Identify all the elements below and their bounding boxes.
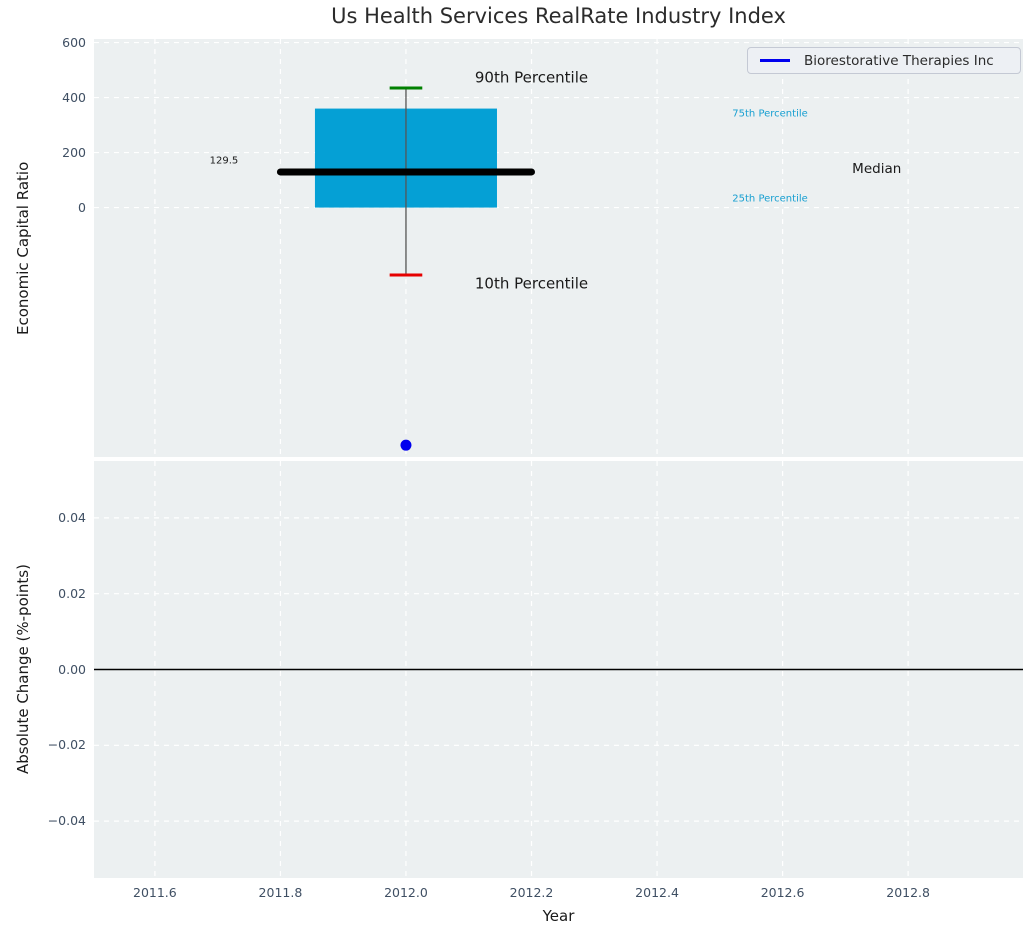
y-tick-label: 400 (62, 89, 86, 105)
x-tick-label: 2012.6 (760, 885, 805, 900)
y-tick-label: 200 (62, 144, 86, 160)
bottom-panel-plot-area (94, 461, 1023, 878)
axes-absolute-change (94, 461, 1023, 878)
y-tick-label: 0.00 (58, 661, 86, 677)
x-tick-label: 2012.4 (635, 885, 679, 900)
y-tick-label: 0 (78, 199, 86, 215)
axes-economic-capital-ratio (94, 39, 1023, 457)
y-tick-label: 0.04 (58, 509, 86, 525)
legend-line-swatch (760, 59, 790, 62)
x-axis-label-year: Year (542, 907, 575, 925)
x-tick-label: 2011.8 (258, 885, 303, 900)
x-tick-label: 2012.2 (509, 885, 554, 900)
y-tick-label: −0.02 (47, 737, 86, 753)
y-tick-label: 0.02 (58, 585, 86, 601)
legend-label: Biorestorative Therapies Inc (804, 52, 994, 69)
chart-title: Us Health Services RealRate Industry Ind… (331, 4, 786, 28)
y-axis-label-absolute-change: Absolute Change (%-points) (14, 564, 32, 775)
x-tick-label: 2011.6 (133, 885, 177, 900)
y-tick-label: −0.04 (47, 812, 86, 828)
y-tick-label: 600 (62, 34, 86, 50)
x-tick-label: 2012.8 (886, 885, 930, 900)
company-point (400, 439, 412, 451)
y-axis-label-economic-capital-ratio: Economic Capital Ratio (14, 161, 32, 335)
legend: Biorestorative Therapies Inc (747, 47, 1021, 74)
top-panel-plot-area (94, 39, 1023, 457)
x-tick-label: 2012.0 (384, 885, 428, 900)
